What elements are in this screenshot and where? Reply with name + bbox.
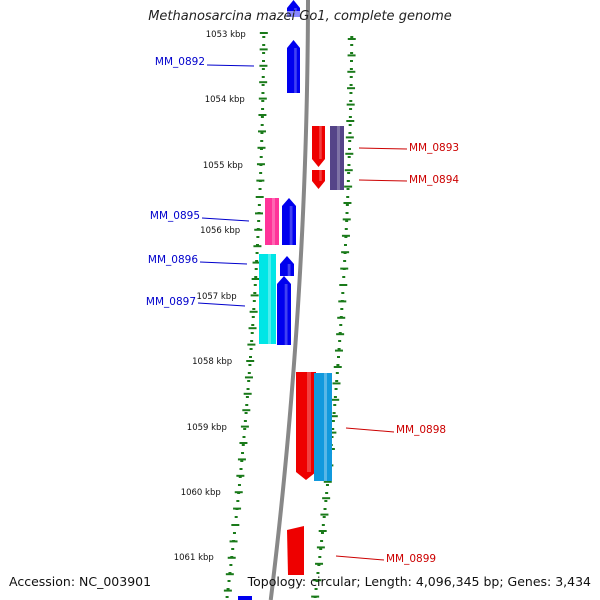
genome-summary-label: Topology: circular; Length: 4,096,345 bp… [247, 574, 591, 589]
genome-backbone [268, 0, 310, 600]
leader-mm_0892 [206, 64, 255, 67]
gene-mm-0893-shade [319, 126, 322, 159]
leader-mm_0896 [199, 261, 248, 265]
label-mm_0898: MM_0898 [396, 424, 446, 436]
label-mm_0895: MM_0895 [150, 210, 200, 222]
gene-mm-0896 [280, 256, 294, 276]
scale-label: 1057 kbp [197, 292, 237, 302]
gene-mm-0895 [265, 198, 279, 245]
scale-label: 1061 kbp [174, 553, 214, 563]
scale-label: 1055 kbp [203, 161, 243, 171]
gene-mm-0898-cyan-shade [324, 373, 327, 481]
gene-mm-0899 [287, 526, 304, 575]
gene-mm-0898 [296, 372, 316, 480]
scale-label: 1060 kbp [181, 488, 221, 498]
gene-mm-0896-shade [287, 264, 291, 276]
leader-mm_0899 [335, 555, 385, 561]
gene-mm-0893-part2 [312, 170, 325, 189]
gene-mm-0897 [259, 254, 276, 344]
gene-mm-0892-shade [294, 48, 297, 93]
label-mm_0896: MM_0896 [148, 254, 198, 266]
leader-mm_0893 [358, 147, 408, 150]
gene-partial-top-tint [287, 11, 300, 17]
label-mm_0892: MM_0892 [155, 56, 205, 68]
label-mm_0893: MM_0893 [409, 142, 459, 154]
gene-mm-0895-blue-shade [289, 206, 293, 245]
leader-mm_0895 [201, 217, 250, 222]
scale-label: 1058 kbp [192, 357, 232, 367]
gene-mm-0896-part2-shade [284, 284, 288, 345]
scale-label: 1054 kbp [205, 95, 245, 105]
gene-mm-0894-shade [337, 126, 340, 190]
label-mm_0894: MM_0894 [409, 174, 459, 186]
gene-mm-0897-shade [268, 254, 271, 344]
gene-mm-0896-part2 [277, 276, 291, 345]
gene-partial-bottom [238, 596, 252, 600]
gene-mm-0893-part2-shade [319, 170, 322, 181]
scale-label: 1059 kbp [187, 423, 227, 433]
scale-label: 1053 kbp [206, 30, 246, 40]
gene-mm-0895-blue [282, 198, 296, 245]
gene-mm-0895-shade [272, 198, 275, 245]
gene-mm-0893 [312, 126, 325, 167]
map-title: Methanosarcina mazei Go1, complete genom… [148, 9, 452, 24]
gene-mm-0898-cyan [314, 373, 332, 481]
gene-mm-0892 [287, 40, 300, 93]
scale-label: 1056 kbp [200, 226, 240, 236]
gene-mm-0894 [330, 126, 344, 190]
label-mm_0899: MM_0899 [386, 553, 436, 565]
label-mm_0897: MM_0897 [146, 296, 196, 308]
accession-label: Accession: NC_003901 [9, 574, 152, 589]
leader-mm_0897 [197, 302, 246, 307]
leader-mm_0898 [345, 427, 395, 433]
gene-mm-0898-shade [307, 372, 311, 472]
leader-mm_0894 [358, 179, 408, 182]
